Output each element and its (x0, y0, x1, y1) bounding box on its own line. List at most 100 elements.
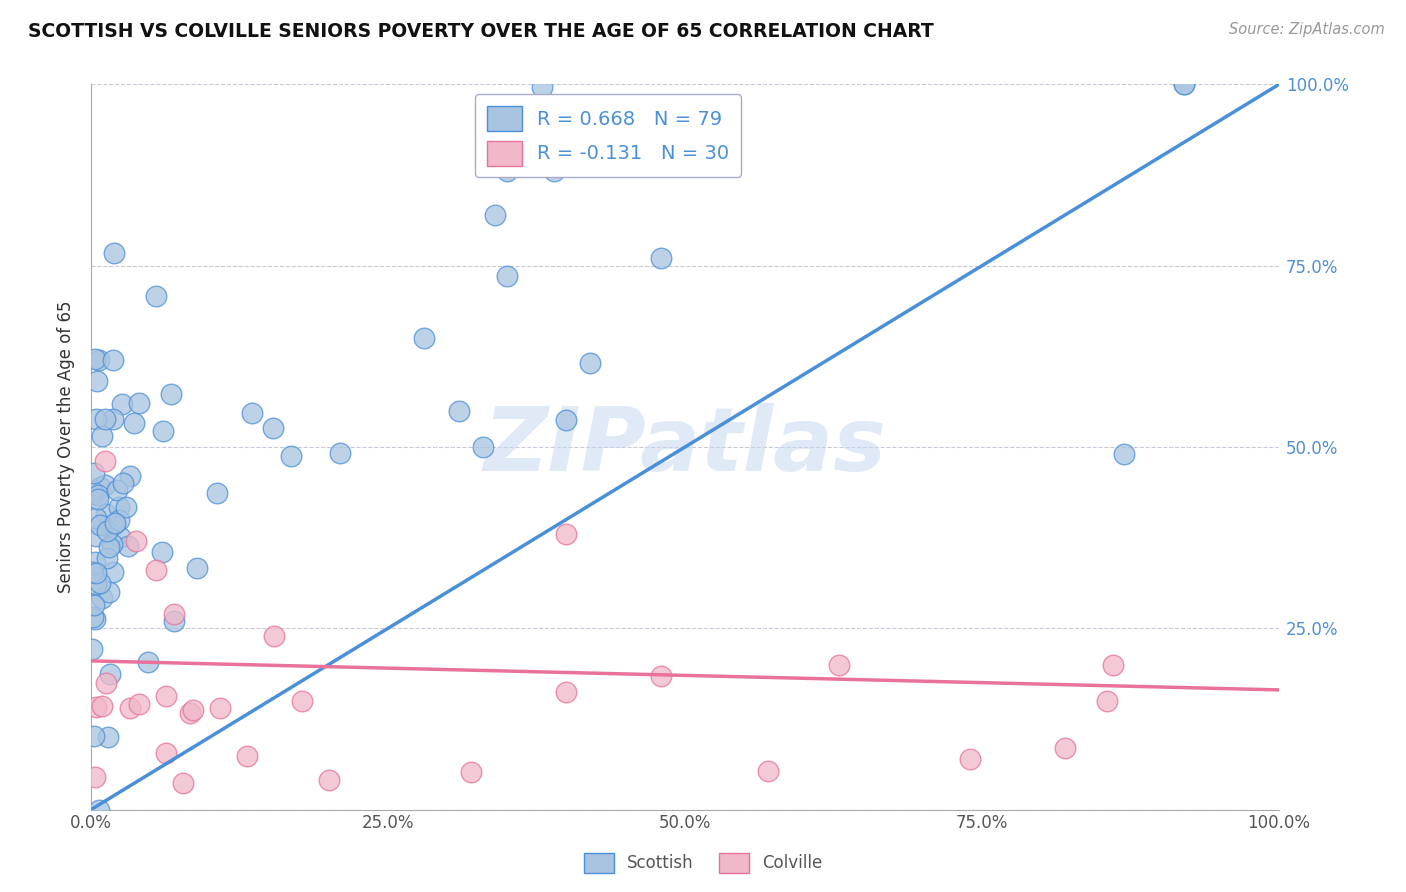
Point (94, 454, 117, 468)
Point (236, 748, 259, 763)
Point (84, 577, 107, 591)
Point (101, 537, 124, 551)
Point (828, 657, 851, 672)
Point (84, 412, 107, 426)
Point (89, 353, 111, 368)
Point (179, 706, 201, 720)
Point (86, 700, 108, 714)
Point (318, 772, 340, 787)
Point (91, 429, 114, 443)
Text: ZIPatlas: ZIPatlas (484, 403, 887, 491)
Point (263, 628, 285, 642)
Point (155, 746, 177, 760)
Point (90, 698, 112, 713)
Point (163, 614, 186, 628)
Point (495, 164, 517, 178)
Legend: R = 0.668   N = 79, R = -0.131   N = 30: R = 0.668 N = 79, R = -0.131 N = 30 (475, 95, 741, 178)
Point (650, 669, 672, 683)
Point (329, 446, 352, 460)
Point (280, 449, 302, 463)
Point (155, 690, 177, 704)
Point (103, 246, 125, 260)
Point (84, 612, 107, 626)
Point (125, 534, 148, 549)
Point (543, 164, 565, 178)
Point (89, 480, 111, 494)
Point (84, 566, 107, 581)
Point (96, 524, 118, 538)
Point (111, 475, 134, 490)
Point (579, 356, 602, 370)
Point (128, 395, 150, 409)
Point (97, 541, 120, 555)
Point (122, 416, 145, 430)
Text: Source: ZipAtlas.com: Source: ZipAtlas.com (1229, 22, 1385, 37)
Point (83, 467, 105, 481)
Point (1173, 78, 1195, 92)
Point (91, 591, 114, 606)
Point (82, 609, 104, 624)
Point (412, 331, 434, 345)
Text: SCOTTISH VS COLVILLE SENIORS POVERTY OVER THE AGE OF 65 CORRELATION CHART: SCOTTISH VS COLVILLE SENIORS POVERTY OVE… (28, 22, 934, 41)
Point (145, 563, 167, 577)
Point (118, 701, 141, 715)
Point (111, 397, 134, 411)
Point (82, 565, 104, 579)
Point (163, 607, 186, 621)
Point (128, 697, 150, 711)
Point (86, 374, 108, 388)
Point (290, 694, 312, 708)
Point (89, 518, 111, 533)
Point (959, 752, 981, 766)
Point (152, 424, 174, 438)
Point (115, 500, 138, 515)
Point (460, 765, 482, 780)
Point (1095, 694, 1118, 708)
Point (82, 642, 104, 657)
Point (531, 79, 554, 94)
Point (96, 551, 118, 566)
Point (97, 730, 120, 744)
Point (84, 771, 107, 785)
Point (150, 545, 173, 559)
Point (472, 440, 495, 454)
Point (84, 555, 107, 569)
Point (104, 516, 127, 530)
Point (205, 486, 228, 500)
Point (89, 576, 111, 591)
Point (172, 776, 194, 790)
Point (1101, 657, 1123, 672)
Point (117, 539, 139, 553)
Point (240, 406, 263, 420)
Point (101, 565, 124, 579)
Point (87, 488, 110, 502)
Point (94, 507, 117, 521)
Point (94, 412, 117, 426)
Point (449, 403, 471, 417)
Point (110, 530, 132, 544)
Point (98, 667, 121, 681)
Point (107, 500, 129, 514)
Point (1114, 447, 1136, 461)
Point (160, 387, 183, 401)
Point (181, 703, 204, 717)
Point (186, 561, 208, 575)
Point (120, 469, 142, 483)
Point (1173, 78, 1195, 92)
Point (484, 208, 506, 222)
Point (84, 528, 107, 542)
Point (555, 684, 578, 698)
Point (145, 289, 167, 303)
Point (97, 584, 120, 599)
Point (555, 413, 578, 427)
Point (756, 764, 779, 778)
Point (209, 701, 232, 715)
Point (94, 676, 117, 690)
Point (83, 352, 105, 367)
Point (83, 729, 105, 743)
Point (555, 527, 578, 541)
Legend: Scottish, Colville: Scottish, Colville (576, 847, 830, 880)
Point (86, 510, 108, 524)
Point (136, 655, 159, 669)
Point (650, 252, 672, 266)
